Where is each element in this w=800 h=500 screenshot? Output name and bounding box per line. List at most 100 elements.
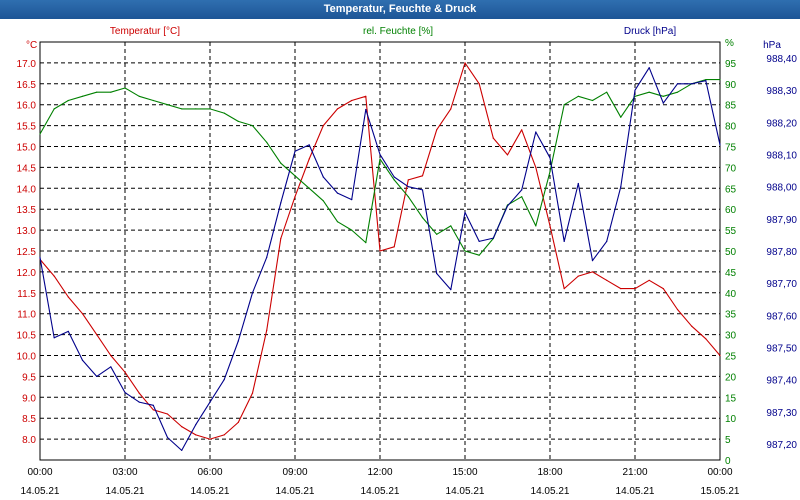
humidity-data-point [606, 91, 608, 93]
temperature-data-point [620, 288, 622, 290]
temperature-data-point [450, 108, 452, 110]
humidity-data-point [549, 171, 551, 173]
humidity-tick: 55 [725, 226, 737, 237]
x-tick-time: 09:00 [282, 467, 307, 478]
pressure-data-point [280, 202, 282, 204]
temperature-data-point [379, 250, 381, 252]
x-tick-date: 14.05.21 [276, 486, 315, 497]
humidity-data-point [280, 162, 282, 164]
pressure-data-point [67, 330, 69, 332]
temperature-tick: 16.5 [17, 80, 37, 91]
x-tick-time: 21:00 [622, 467, 647, 478]
humidity-data-point [351, 229, 353, 231]
temperature-data-point [53, 275, 55, 277]
temperature-data-point [436, 129, 438, 131]
pressure-tick: 988,30 [766, 86, 797, 97]
pressure-data-point [110, 366, 112, 368]
temperature-unit: °C [26, 40, 37, 51]
temperature-data-point [166, 413, 169, 415]
humidity-data-point [138, 95, 140, 97]
humidity-data-point [705, 79, 707, 81]
humidity-data-point [719, 79, 721, 81]
pressure-data-point [450, 289, 452, 291]
humidity-data-point [251, 125, 254, 127]
chart-area: 00:00 14.05.21 03:00 14.05.21 06:00 14.05.21 0… [17, 26, 798, 497]
x-tick-date: 14.05.21 [446, 486, 485, 497]
temperature-data-point [492, 137, 494, 139]
pressure-data-point [96, 375, 98, 377]
temperature-data-point [549, 225, 551, 227]
humidity-data-point [67, 99, 69, 102]
temperature-data-point [351, 99, 353, 102]
humidity-data-point [209, 108, 211, 110]
pressure-tick: 987,60 [766, 311, 797, 322]
temperature-data-point [591, 271, 594, 273]
temperature-tick: 14.0 [17, 184, 37, 195]
humidity-data-point [535, 225, 537, 227]
temperature-tick: 8.5 [22, 414, 36, 425]
humidity-tick: 10 [725, 414, 737, 425]
pressure-data-point [606, 240, 608, 242]
temperature-data-point [110, 354, 112, 357]
humidity-data-point [648, 91, 650, 93]
temperature-tick: 8.0 [22, 435, 36, 446]
pressure-tick: 988,40 [766, 54, 797, 65]
x-tick-time: 00:00 [27, 467, 52, 478]
pressure-tick: 987,80 [766, 247, 797, 258]
humidity-data-point [676, 91, 679, 93]
pressure-data-point [591, 260, 594, 262]
temperature-tick: 12.5 [17, 247, 37, 258]
pressure-data-point [138, 401, 140, 403]
grid-lines [40, 42, 720, 460]
pressure-data-point [209, 401, 211, 403]
x-tick-date: 14.05.21 [21, 486, 60, 497]
humidity-data-point [620, 116, 622, 118]
temperature-data-point [506, 154, 509, 156]
pressure-data-point [39, 256, 41, 258]
pressure-data-point [563, 240, 565, 242]
temperature-tick: 11.5 [17, 289, 36, 300]
x-tick-date: 14.05.21 [191, 486, 230, 497]
humidity-data-point [308, 187, 310, 189]
pressure-tick: 988,00 [766, 183, 797, 194]
plot-frame [39, 41, 721, 461]
pressure-data-point [393, 176, 395, 178]
pressure-data-point [691, 83, 693, 85]
pressure-data-point [521, 189, 523, 191]
temperature-data-point [648, 279, 650, 281]
humidity-tick: 25 [725, 352, 737, 363]
humidity-data-point [266, 141, 268, 143]
humidity-data-point [393, 179, 395, 181]
pressure-data-point [223, 379, 225, 381]
temperature-tick: 13.0 [17, 226, 37, 237]
temperature-tick: 12.0 [17, 268, 37, 279]
humidity-data-point [450, 225, 452, 227]
pressure-data-point [719, 144, 721, 146]
humidity-data-point [421, 217, 424, 219]
humidity-data-point [152, 99, 154, 102]
temperature-data-point [195, 434, 197, 436]
pressure-data-point [152, 404, 154, 406]
pressure-tick: 987,20 [766, 440, 797, 451]
pressure-data-point [336, 192, 339, 194]
pressure-axis-label: Druck [hPa] [624, 26, 676, 37]
pressure-data-point [124, 391, 126, 394]
pressure-data-point [237, 340, 239, 342]
pressure-data-point [81, 359, 84, 361]
temperature-tick: 16.0 [17, 101, 37, 112]
pressure-data-point [266, 256, 268, 258]
humidity-tick: 75 [725, 143, 737, 154]
humidity-data-point [662, 95, 664, 97]
x-tick-time: 15:00 [452, 467, 477, 478]
temperature-data-point [124, 371, 126, 373]
humidity-data-point [39, 133, 41, 135]
temperature-data-point [181, 426, 183, 428]
x-tick-time: 18:00 [537, 467, 562, 478]
temperature-data-point [209, 438, 211, 440]
temperature-data-point [464, 62, 466, 64]
humidity-tick: 0 [725, 456, 731, 467]
humidity-tick: 30 [725, 331, 737, 342]
humidity-data-point [181, 108, 183, 110]
humidity-tick: 5 [725, 435, 731, 446]
temperature-data-point [81, 313, 84, 315]
